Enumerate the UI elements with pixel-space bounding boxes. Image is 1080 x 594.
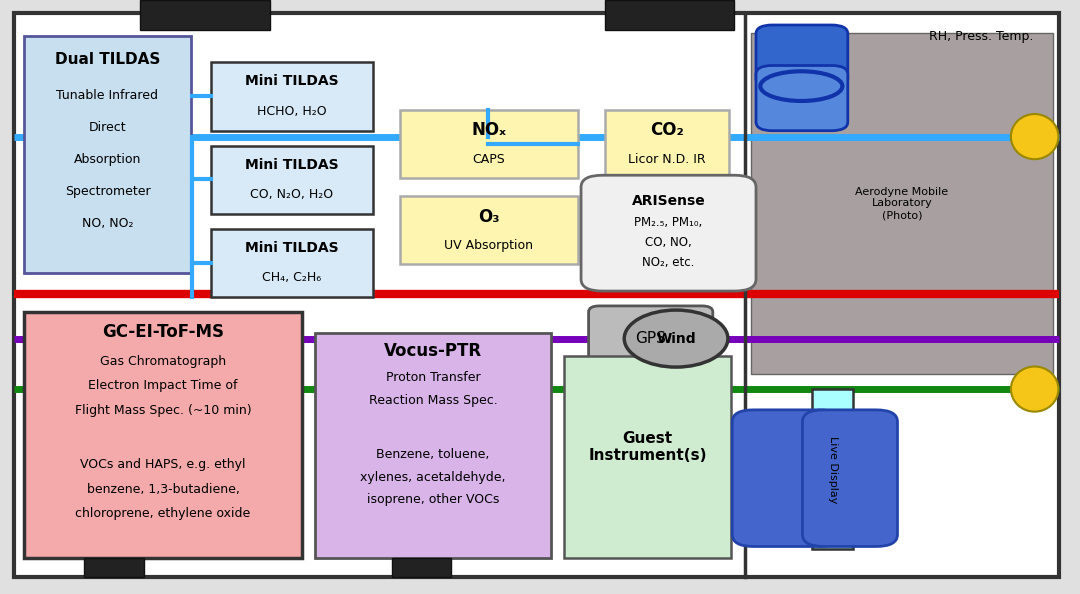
Text: NO, NO₂: NO, NO₂ xyxy=(82,217,133,230)
FancyBboxPatch shape xyxy=(751,33,1053,374)
FancyBboxPatch shape xyxy=(756,25,848,87)
FancyBboxPatch shape xyxy=(400,196,578,264)
Text: Aerodyne Mobile
Laboratory
(Photo): Aerodyne Mobile Laboratory (Photo) xyxy=(855,187,948,220)
Text: xylenes, acetaldehyde,: xylenes, acetaldehyde, xyxy=(361,470,505,484)
Text: PM₂.₅, PM₁₀,: PM₂.₅, PM₁₀, xyxy=(634,216,703,229)
FancyBboxPatch shape xyxy=(84,558,144,577)
FancyBboxPatch shape xyxy=(732,410,840,546)
FancyBboxPatch shape xyxy=(581,175,756,291)
Text: Guest
Instrument(s): Guest Instrument(s) xyxy=(589,431,706,463)
Text: chloroprene, ethylene oxide: chloroprene, ethylene oxide xyxy=(76,507,251,520)
FancyBboxPatch shape xyxy=(400,110,578,178)
Text: CH₄, C₂H₆: CH₄, C₂H₆ xyxy=(262,271,321,285)
Text: Absorption: Absorption xyxy=(73,153,141,166)
Text: O₃: O₃ xyxy=(478,207,499,226)
Text: isoprene, other VOCs: isoprene, other VOCs xyxy=(367,493,499,506)
FancyBboxPatch shape xyxy=(392,558,451,577)
FancyBboxPatch shape xyxy=(564,356,731,558)
Text: HCHO, H₂O: HCHO, H₂O xyxy=(257,105,326,118)
FancyBboxPatch shape xyxy=(605,110,729,178)
FancyBboxPatch shape xyxy=(211,146,373,214)
Text: Benzene, toluene,: Benzene, toluene, xyxy=(377,448,489,461)
Text: Flight Mass Spec. (~10 min): Flight Mass Spec. (~10 min) xyxy=(75,404,252,417)
FancyBboxPatch shape xyxy=(24,312,302,558)
FancyBboxPatch shape xyxy=(812,389,853,549)
Text: Electron Impact Time of: Electron Impact Time of xyxy=(89,380,238,392)
Text: Tunable Infrared: Tunable Infrared xyxy=(56,89,159,102)
Text: Licor N.D. IR: Licor N.D. IR xyxy=(629,153,705,166)
Text: Mini TILDAS: Mini TILDAS xyxy=(245,241,338,255)
FancyBboxPatch shape xyxy=(605,0,734,30)
Text: GC-EI-ToF-MS: GC-EI-ToF-MS xyxy=(103,323,224,340)
Text: Vocus-PTR: Vocus-PTR xyxy=(384,342,482,360)
Text: RH, Press. Temp.: RH, Press. Temp. xyxy=(929,30,1034,43)
Text: CO, NO,: CO, NO, xyxy=(645,236,692,249)
Ellipse shape xyxy=(1011,114,1058,159)
FancyBboxPatch shape xyxy=(140,0,270,30)
Text: CAPS: CAPS xyxy=(472,153,505,166)
Text: UV Absorption: UV Absorption xyxy=(444,239,534,252)
Text: benzene, 1,3-butadiene,: benzene, 1,3-butadiene, xyxy=(86,483,240,496)
Text: Proton Transfer: Proton Transfer xyxy=(386,371,481,384)
Text: Reaction Mass Spec.: Reaction Mass Spec. xyxy=(368,394,498,407)
Ellipse shape xyxy=(1011,366,1058,412)
Text: Spectrometer: Spectrometer xyxy=(65,185,150,198)
FancyBboxPatch shape xyxy=(802,410,897,546)
FancyBboxPatch shape xyxy=(756,65,848,131)
Text: Mini TILDAS: Mini TILDAS xyxy=(245,74,338,89)
Text: Dual TILDAS: Dual TILDAS xyxy=(55,52,160,67)
Text: ARISense: ARISense xyxy=(632,194,705,208)
FancyBboxPatch shape xyxy=(211,62,373,131)
Text: VOCs and HAPS, e.g. ethyl: VOCs and HAPS, e.g. ethyl xyxy=(80,458,246,471)
FancyBboxPatch shape xyxy=(211,229,373,297)
FancyBboxPatch shape xyxy=(24,36,191,273)
FancyBboxPatch shape xyxy=(589,306,713,371)
Text: CO₂: CO₂ xyxy=(650,121,684,140)
Circle shape xyxy=(624,310,728,367)
Text: Gas Chromatograph: Gas Chromatograph xyxy=(100,355,226,368)
Text: Live Display: Live Display xyxy=(827,435,838,503)
Text: Direct: Direct xyxy=(89,121,126,134)
Text: NOₓ: NOₓ xyxy=(471,121,507,140)
FancyBboxPatch shape xyxy=(14,13,1059,577)
Text: Mini TILDAS: Mini TILDAS xyxy=(245,157,338,172)
Text: Wind: Wind xyxy=(657,331,696,346)
Text: GPS: GPS xyxy=(635,331,666,346)
Text: NO₂, etc.: NO₂, etc. xyxy=(643,256,694,269)
FancyBboxPatch shape xyxy=(315,333,551,558)
Text: CO, N₂O, H₂O: CO, N₂O, H₂O xyxy=(251,188,333,201)
